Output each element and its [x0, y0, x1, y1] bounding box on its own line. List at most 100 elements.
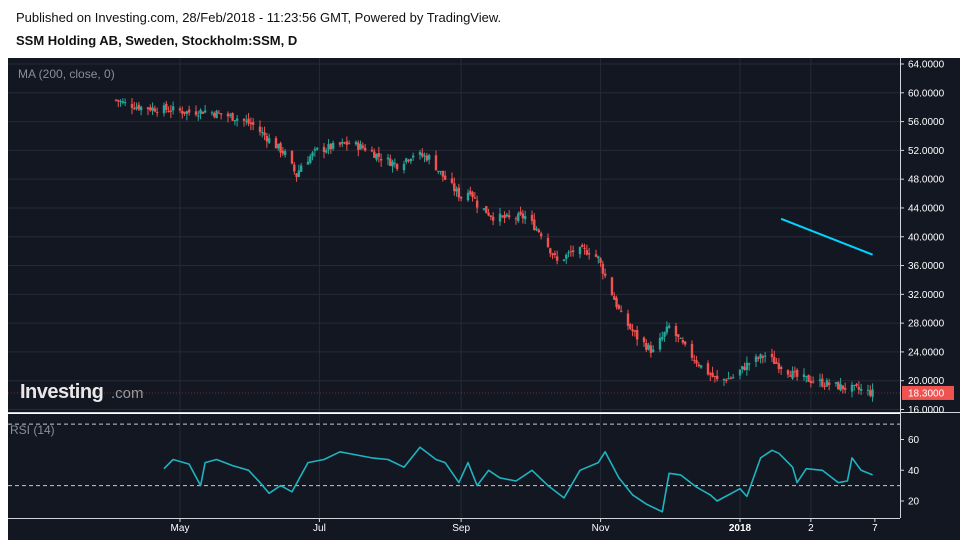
candle-body	[137, 104, 141, 110]
candle-body	[409, 158, 413, 162]
candle-body	[329, 143, 333, 150]
candle-body	[795, 369, 799, 377]
candle-body	[779, 367, 783, 370]
candle-body	[551, 253, 554, 256]
candle-body	[850, 384, 854, 392]
candle-body	[343, 142, 346, 144]
candle-body	[585, 249, 589, 255]
time-axis: May Jul Sep Nov 2018 2 7	[171, 518, 878, 534]
time-tick-label: 2	[808, 523, 814, 534]
price-tick-label: 16.0000	[908, 405, 945, 416]
candle-body	[505, 214, 509, 217]
candle-body	[834, 382, 838, 384]
candle-body	[263, 132, 266, 136]
candle-body	[306, 161, 310, 165]
candle-body	[695, 360, 698, 364]
candle-body	[370, 149, 374, 152]
candle-body	[373, 151, 376, 158]
candle-body	[613, 296, 616, 300]
candle-body	[167, 111, 170, 113]
candle-body	[139, 106, 143, 111]
candle-body	[491, 216, 495, 221]
rsi-pane[interactable]	[8, 414, 900, 518]
candle-body	[674, 326, 678, 337]
candle-body	[354, 141, 358, 145]
candle-body	[759, 354, 762, 359]
candle-body	[843, 387, 847, 390]
candle-body	[857, 386, 861, 390]
candle-body	[341, 141, 344, 144]
candle-body	[247, 118, 250, 124]
candle-body	[741, 366, 744, 370]
candle-body	[389, 158, 392, 166]
candle-body	[855, 383, 858, 386]
candle-body	[331, 142, 335, 149]
candle-body	[199, 109, 202, 114]
candle-body	[581, 244, 584, 248]
candle-body	[610, 277, 614, 296]
candle-body	[658, 338, 662, 350]
candle-body	[786, 370, 790, 375]
candle-body	[482, 208, 486, 210]
candle-body	[315, 147, 319, 150]
candle-body	[539, 233, 543, 237]
candle-body	[297, 170, 301, 177]
price-axis: 64.0000 60.0000 56.0000 52.0000 48.0000 44.00…	[900, 60, 945, 416]
candle-body	[562, 259, 566, 261]
candle-body	[359, 144, 362, 150]
candle-body	[647, 344, 650, 350]
main-pane[interactable]	[8, 58, 900, 412]
candle-body	[293, 164, 296, 172]
candle-body	[729, 377, 733, 379]
candle-body	[597, 256, 600, 259]
candle-body	[311, 152, 314, 157]
candle-body	[455, 188, 458, 192]
candle-body	[665, 326, 669, 333]
candle-body	[295, 173, 298, 178]
candle-body	[629, 324, 632, 329]
candle-body	[258, 126, 262, 132]
candle-body	[699, 365, 703, 368]
candle-body	[569, 251, 573, 253]
candle-body	[651, 349, 655, 352]
candle-body	[773, 357, 776, 365]
candle-body	[489, 215, 493, 217]
price-tick-label: 40.0000	[908, 232, 945, 243]
candle-body	[421, 153, 424, 157]
candle-body	[802, 374, 806, 378]
rsi-indicator-label[interactable]: RSI (14)	[10, 423, 55, 437]
rsi-series	[8, 423, 900, 513]
ma-line	[780, 217, 873, 256]
logo-text: Investing	[20, 381, 103, 403]
candle-body	[743, 367, 746, 370]
candle-body	[434, 155, 438, 171]
candle-body	[663, 332, 666, 337]
candle-body	[386, 157, 390, 160]
candle-body	[738, 369, 742, 376]
candle-body	[119, 101, 122, 103]
candle-body	[194, 111, 198, 115]
candle-body	[235, 118, 239, 121]
candle-body	[713, 376, 717, 378]
candle-body	[523, 216, 527, 220]
candle-body	[327, 144, 330, 150]
candle-body	[567, 252, 570, 254]
candle-body	[114, 99, 118, 101]
candle-body	[683, 341, 687, 345]
candle-body	[402, 163, 406, 171]
candle-body	[809, 380, 813, 384]
candle-body	[866, 389, 870, 391]
candle-body	[231, 112, 234, 121]
candle-body	[363, 147, 367, 151]
price-tick-label: 56.0000	[908, 117, 945, 128]
candle-body	[274, 138, 278, 149]
price-tick-label: 24.0000	[908, 347, 945, 358]
ma-indicator-label[interactable]: MA (200, close, 0)	[18, 67, 115, 81]
candle-body	[407, 159, 410, 161]
candle-body	[745, 362, 749, 370]
candle-body	[251, 122, 255, 125]
candle-body	[309, 156, 312, 163]
time-tick-label: Sep	[452, 523, 470, 534]
candle-body	[775, 362, 778, 364]
